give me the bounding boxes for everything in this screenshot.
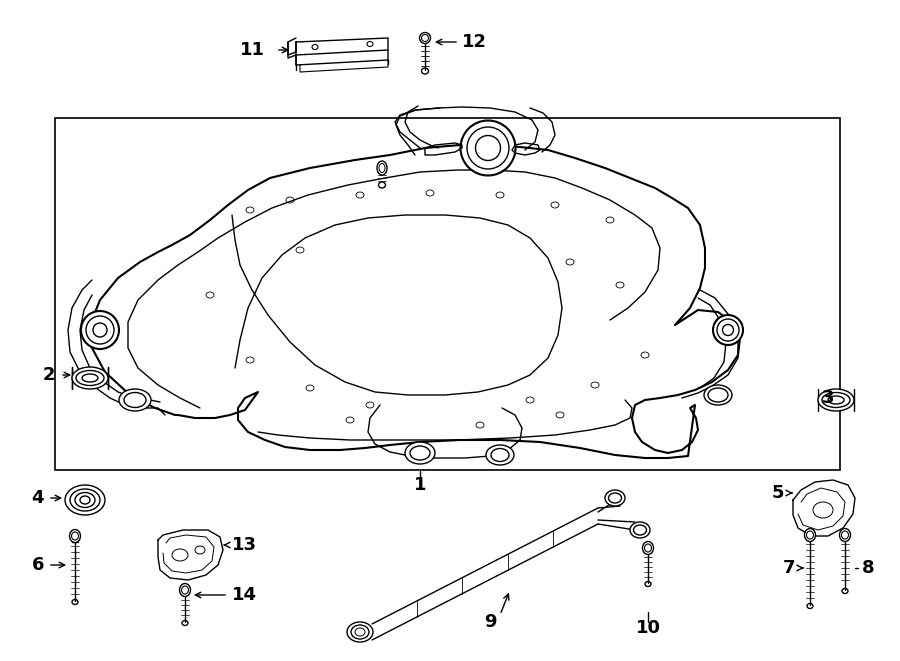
Bar bbox=[55, 118, 840, 470]
Text: 6: 6 bbox=[32, 556, 44, 574]
Ellipse shape bbox=[643, 541, 653, 555]
Ellipse shape bbox=[179, 584, 191, 596]
Text: 5: 5 bbox=[771, 484, 784, 502]
Text: 11: 11 bbox=[240, 41, 265, 59]
Ellipse shape bbox=[486, 445, 514, 465]
Ellipse shape bbox=[119, 389, 151, 411]
Ellipse shape bbox=[69, 529, 80, 543]
Ellipse shape bbox=[419, 32, 430, 44]
Ellipse shape bbox=[81, 311, 119, 349]
Text: 1: 1 bbox=[414, 476, 427, 494]
Text: 3: 3 bbox=[822, 389, 834, 407]
Text: 10: 10 bbox=[635, 619, 661, 637]
Ellipse shape bbox=[818, 389, 854, 411]
Ellipse shape bbox=[840, 529, 850, 541]
Text: 4: 4 bbox=[32, 489, 44, 507]
Text: 13: 13 bbox=[232, 536, 257, 554]
Ellipse shape bbox=[467, 127, 509, 169]
Ellipse shape bbox=[72, 367, 108, 389]
Ellipse shape bbox=[630, 522, 650, 538]
Ellipse shape bbox=[405, 442, 435, 464]
Text: 12: 12 bbox=[462, 33, 487, 51]
Ellipse shape bbox=[377, 161, 387, 175]
Text: 9: 9 bbox=[484, 613, 496, 631]
Text: 14: 14 bbox=[232, 586, 257, 604]
Ellipse shape bbox=[713, 315, 743, 345]
Ellipse shape bbox=[475, 136, 500, 161]
Text: 2: 2 bbox=[42, 366, 55, 384]
Text: 7: 7 bbox=[782, 559, 795, 577]
Ellipse shape bbox=[65, 485, 105, 515]
Ellipse shape bbox=[805, 529, 815, 541]
Ellipse shape bbox=[347, 622, 373, 642]
Text: 8: 8 bbox=[862, 559, 875, 577]
Ellipse shape bbox=[605, 490, 625, 506]
Ellipse shape bbox=[704, 385, 732, 405]
Ellipse shape bbox=[461, 120, 516, 176]
